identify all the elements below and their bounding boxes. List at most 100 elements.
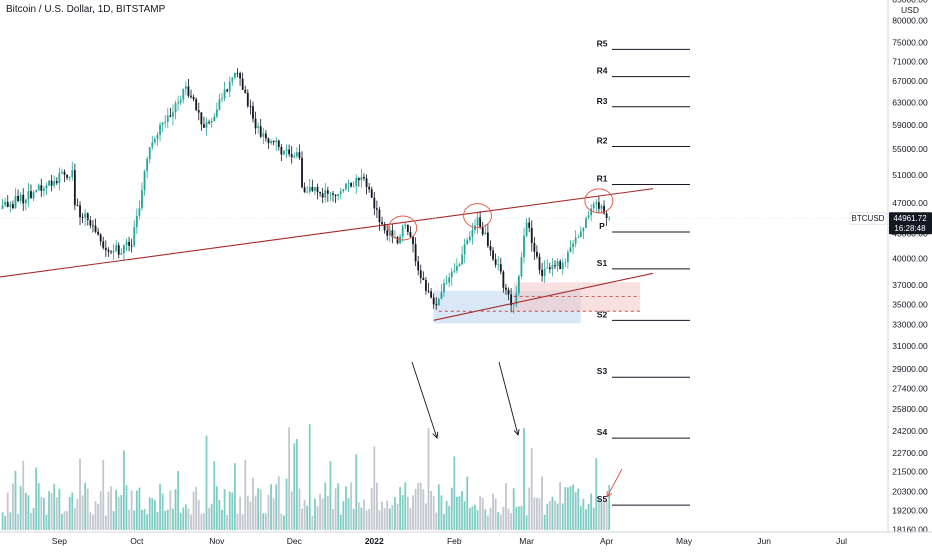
- candle-up: [523, 235, 525, 258]
- candle-up: [546, 267, 549, 269]
- volume-bar: [277, 476, 280, 530]
- candle-up: [569, 247, 572, 253]
- price-tick-label: 40000.00: [892, 253, 928, 263]
- volume-bar: [445, 501, 448, 530]
- volume-bar: [102, 460, 105, 530]
- volume-bar: [112, 511, 115, 530]
- candle-up: [337, 193, 340, 196]
- volume-bar: [107, 491, 110, 530]
- candle-up: [275, 140, 278, 143]
- volume-bar: [213, 461, 216, 530]
- volume-bar: [128, 509, 130, 530]
- candle-down: [239, 73, 241, 79]
- volume-bar: [567, 487, 569, 530]
- candle-down: [17, 196, 19, 201]
- volume-bar: [172, 508, 174, 530]
- volume-bar: [530, 448, 533, 530]
- volume-bar: [117, 496, 120, 530]
- candle-up: [517, 276, 520, 294]
- candle-down: [195, 99, 198, 111]
- volume-bar: [218, 499, 221, 530]
- pivot-label-r5: R5: [597, 38, 608, 48]
- candle-down: [386, 230, 389, 236]
- volume-bar: [42, 497, 45, 530]
- candle-up: [164, 121, 167, 123]
- price-tick-label: 21500.00: [892, 467, 928, 477]
- volume-bar: [373, 446, 376, 530]
- candle-down: [22, 194, 25, 204]
- volume-bar: [197, 500, 200, 530]
- arrow-2: [498, 361, 519, 436]
- candle-up: [572, 243, 574, 248]
- candle-up: [42, 188, 45, 191]
- volume-bar: [156, 511, 159, 530]
- candle-down: [208, 122, 210, 123]
- volume-bar: [14, 470, 17, 530]
- volume-bar: [554, 500, 556, 530]
- candle-down: [422, 277, 425, 281]
- lower-trendline[interactable]: [433, 272, 654, 321]
- candle-down: [6, 201, 9, 207]
- candle-down: [102, 241, 105, 248]
- volume-bar: [368, 508, 371, 530]
- volume-bar: [458, 496, 461, 530]
- pivot-label-r1: R1: [597, 174, 608, 184]
- pivot-label-s5: S5: [597, 494, 608, 504]
- candle-down: [169, 115, 172, 117]
- volume-bar: [574, 492, 577, 530]
- volume-bar: [264, 513, 267, 530]
- candle-up: [445, 282, 448, 284]
- volume-bar: [494, 498, 497, 530]
- candle-up: [520, 257, 523, 277]
- candle-up: [443, 283, 445, 293]
- candle-up: [174, 103, 177, 113]
- candle-up: [53, 181, 56, 186]
- candle-down: [298, 152, 301, 158]
- candle-up: [138, 208, 141, 216]
- candle-down: [73, 170, 76, 206]
- volume-bar: [468, 507, 471, 530]
- price-axis[interactable]: [888, 0, 932, 550]
- candle-down: [244, 89, 247, 93]
- volume-bar: [1, 512, 4, 530]
- volume-bar: [123, 450, 125, 530]
- volume-bar: [259, 489, 262, 530]
- candle-up: [590, 208, 593, 216]
- candle-down: [252, 106, 254, 119]
- candle-down: [321, 193, 324, 198]
- candle-up: [1, 205, 4, 209]
- volume-bar: [587, 503, 590, 530]
- candle-down: [375, 208, 378, 210]
- candle-down: [381, 221, 383, 224]
- volume-bar: [417, 482, 420, 530]
- time-axis[interactable]: [0, 532, 932, 550]
- candle-up: [231, 77, 234, 82]
- volume-bar: [394, 497, 396, 530]
- candle-down: [110, 251, 112, 253]
- candle-down: [259, 126, 262, 137]
- price-tick-label: 29000.00: [892, 364, 928, 374]
- volume-bar: [422, 489, 425, 530]
- volume-bar: [164, 510, 167, 530]
- price-tick-label: 80000.00: [892, 15, 928, 25]
- candle-up: [9, 204, 12, 207]
- volume-bar: [293, 443, 296, 530]
- candle-down: [246, 92, 249, 107]
- volume-bar: [600, 501, 603, 530]
- candle-up: [466, 240, 469, 245]
- volume-bar: [314, 498, 316, 530]
- candle-down: [409, 232, 412, 237]
- candle-down: [319, 191, 321, 194]
- volume-bar: [360, 507, 363, 530]
- volume-bar: [115, 489, 118, 530]
- candle-down: [104, 247, 107, 250]
- upper-trendline[interactable]: [0, 188, 654, 278]
- volume-bar: [404, 482, 407, 530]
- volume-bar: [148, 497, 151, 530]
- candle-up: [352, 186, 355, 187]
- volume-bar: [536, 497, 538, 530]
- candle-down: [417, 261, 420, 271]
- candle-down: [435, 304, 438, 306]
- volume-bar: [30, 512, 32, 530]
